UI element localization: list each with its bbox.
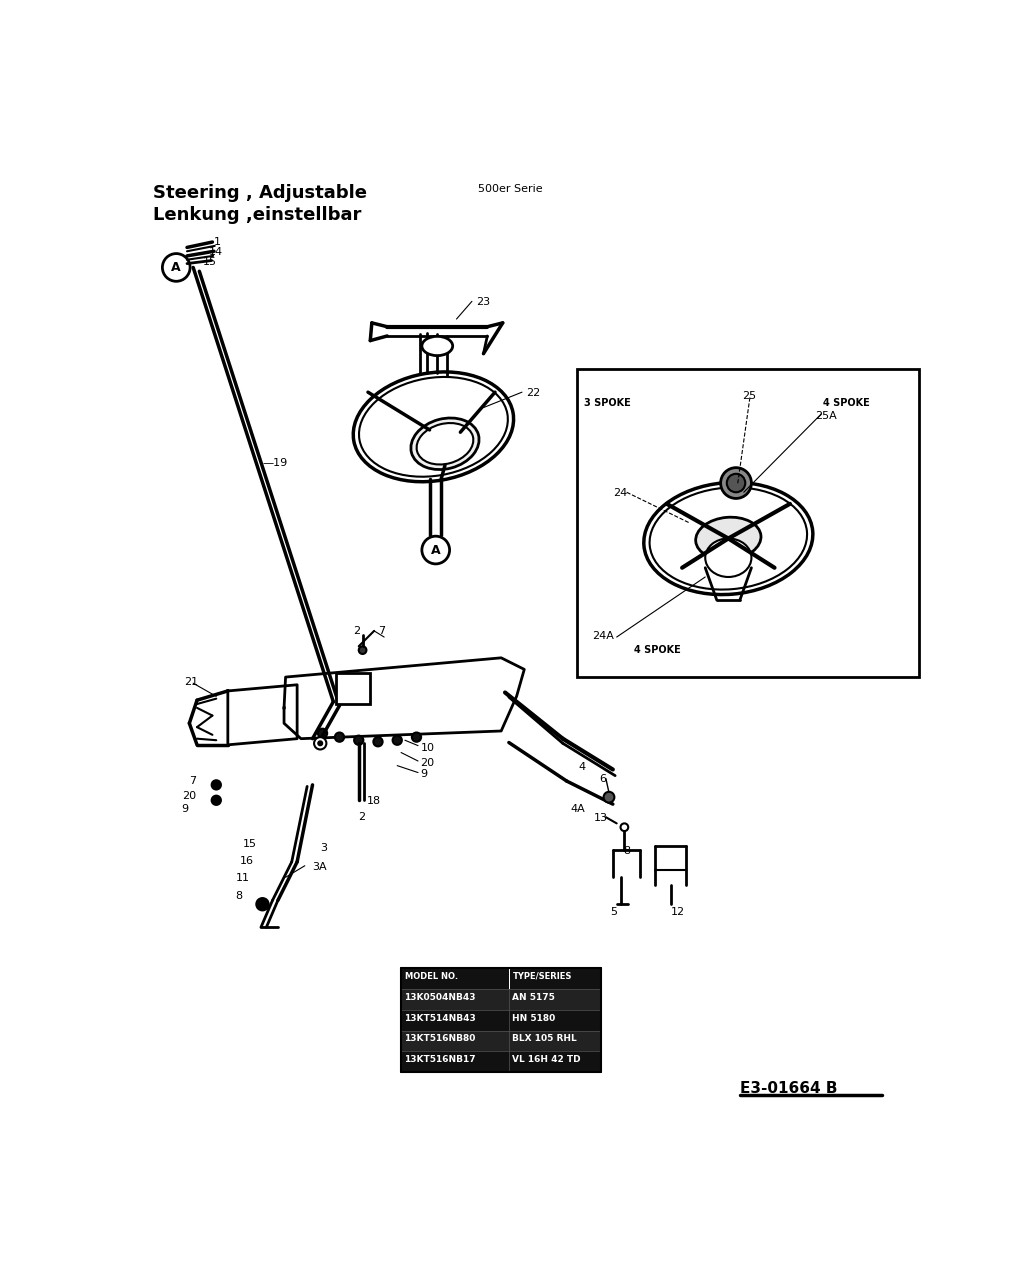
- Circle shape: [212, 796, 221, 804]
- Text: VL 16H 42 TD: VL 16H 42 TD: [512, 1055, 581, 1064]
- Text: 500er Serie: 500er Serie: [478, 184, 543, 194]
- Circle shape: [256, 898, 268, 911]
- Text: Lenkung ,einstellbar: Lenkung ,einstellbar: [153, 206, 361, 224]
- Text: 9: 9: [420, 770, 427, 779]
- Ellipse shape: [411, 418, 479, 469]
- Circle shape: [212, 780, 221, 789]
- Text: 22: 22: [526, 389, 540, 398]
- Ellipse shape: [422, 336, 453, 356]
- Circle shape: [727, 473, 745, 492]
- Text: Steering , Adjustable: Steering , Adjustable: [153, 184, 367, 202]
- Text: 9: 9: [182, 804, 189, 815]
- Circle shape: [720, 468, 751, 499]
- Text: 15: 15: [244, 839, 257, 849]
- Circle shape: [392, 735, 401, 744]
- Text: MODEL NO.: MODEL NO.: [405, 972, 458, 981]
- Circle shape: [162, 253, 190, 281]
- Text: 7: 7: [189, 775, 196, 785]
- Ellipse shape: [649, 487, 807, 590]
- Circle shape: [334, 733, 344, 742]
- Text: 3: 3: [320, 843, 327, 853]
- Text: 20: 20: [420, 758, 434, 767]
- Polygon shape: [228, 684, 297, 744]
- Bar: [401, 989, 602, 1009]
- Text: 4A: 4A: [571, 804, 585, 815]
- Circle shape: [314, 737, 326, 749]
- Text: 24A: 24A: [592, 631, 614, 641]
- Circle shape: [318, 729, 327, 738]
- Bar: [401, 1051, 602, 1072]
- Text: 20: 20: [182, 790, 196, 801]
- Ellipse shape: [359, 377, 508, 477]
- Text: 15: 15: [202, 257, 217, 267]
- Circle shape: [620, 824, 628, 831]
- Text: TYPE/SERIES: TYPE/SERIES: [513, 972, 572, 981]
- Bar: [401, 989, 602, 996]
- Ellipse shape: [705, 538, 751, 577]
- Bar: [335, 673, 370, 703]
- Text: E3-01664 B: E3-01664 B: [740, 1081, 837, 1096]
- Circle shape: [318, 741, 323, 746]
- Text: BLX 105 RHL: BLX 105 RHL: [512, 1035, 577, 1044]
- Text: 13KT516NB80: 13KT516NB80: [405, 1035, 476, 1044]
- Text: —19: —19: [262, 458, 288, 468]
- Text: 6: 6: [600, 774, 607, 784]
- Text: HN 5180: HN 5180: [512, 1013, 555, 1023]
- Text: 13KT514NB43: 13KT514NB43: [405, 1013, 476, 1023]
- Text: 13K0504NB43: 13K0504NB43: [405, 993, 476, 1001]
- Text: 10: 10: [420, 743, 434, 752]
- Text: 4 SPOKE: 4 SPOKE: [824, 398, 870, 408]
- Circle shape: [359, 646, 366, 654]
- Ellipse shape: [696, 517, 761, 560]
- Bar: [401, 1031, 602, 1051]
- Circle shape: [604, 792, 614, 803]
- Text: 3 SPOKE: 3 SPOKE: [584, 398, 632, 408]
- Text: A: A: [431, 544, 441, 556]
- Bar: [577, 370, 920, 677]
- Text: 4: 4: [578, 762, 585, 771]
- Text: A: A: [171, 261, 181, 274]
- Ellipse shape: [644, 482, 813, 595]
- Text: 8: 8: [235, 891, 243, 902]
- Text: 2: 2: [353, 627, 360, 636]
- Circle shape: [354, 735, 363, 744]
- Circle shape: [412, 733, 421, 742]
- Text: 21: 21: [184, 677, 198, 687]
- Text: 25A: 25A: [815, 412, 837, 421]
- Ellipse shape: [417, 423, 474, 464]
- Text: 23: 23: [476, 298, 490, 307]
- Circle shape: [422, 536, 450, 564]
- Text: 25: 25: [742, 390, 756, 400]
- Text: 14: 14: [208, 247, 223, 257]
- Text: 24: 24: [614, 489, 627, 499]
- Ellipse shape: [353, 372, 514, 482]
- Bar: [401, 1009, 602, 1031]
- Text: 13: 13: [593, 812, 608, 822]
- Text: 2: 2: [358, 812, 365, 822]
- Text: 5: 5: [611, 907, 617, 917]
- Text: 8: 8: [623, 847, 630, 857]
- Text: 7: 7: [378, 627, 385, 636]
- Text: 3A: 3A: [313, 862, 327, 872]
- Text: 18: 18: [366, 797, 381, 807]
- Text: 11: 11: [235, 874, 250, 884]
- Text: 4 SPOKE: 4 SPOKE: [635, 645, 681, 655]
- Circle shape: [374, 737, 383, 747]
- Text: 12: 12: [671, 907, 684, 917]
- Bar: [401, 968, 602, 989]
- Text: 13KT516NB17: 13KT516NB17: [405, 1055, 476, 1064]
- Polygon shape: [284, 657, 524, 739]
- Text: 16: 16: [239, 856, 254, 866]
- Text: AN 5175: AN 5175: [512, 993, 555, 1001]
- Text: 1: 1: [214, 238, 221, 247]
